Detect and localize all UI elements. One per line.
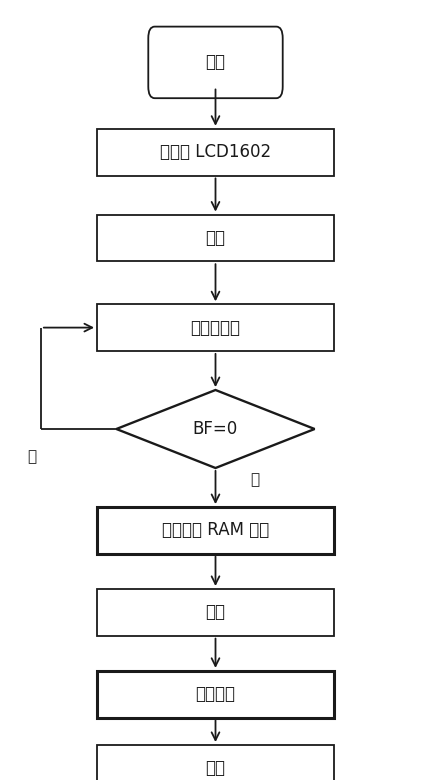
Polygon shape	[116, 390, 314, 468]
Polygon shape	[97, 507, 333, 554]
Text: 初始化 LCD1602: 初始化 LCD1602	[160, 143, 270, 161]
Text: 延时: 延时	[205, 229, 225, 247]
FancyBboxPatch shape	[148, 27, 282, 98]
Text: BF=0: BF=0	[193, 420, 237, 438]
Polygon shape	[97, 745, 333, 780]
Text: 入口: 入口	[205, 53, 225, 72]
Polygon shape	[97, 304, 333, 351]
Polygon shape	[97, 671, 333, 718]
Text: 获得现实 RAM 地址: 获得现实 RAM 地址	[162, 521, 268, 540]
Text: 是: 是	[249, 472, 258, 488]
Polygon shape	[97, 589, 333, 636]
Text: 检测忡信号: 检测忡信号	[190, 318, 240, 337]
Text: 返回: 返回	[205, 759, 225, 778]
Text: 延时: 延时	[205, 603, 225, 622]
Polygon shape	[97, 215, 333, 261]
Text: 否: 否	[28, 448, 37, 464]
Polygon shape	[97, 129, 333, 176]
Text: 写入数据: 写入数据	[195, 685, 235, 704]
